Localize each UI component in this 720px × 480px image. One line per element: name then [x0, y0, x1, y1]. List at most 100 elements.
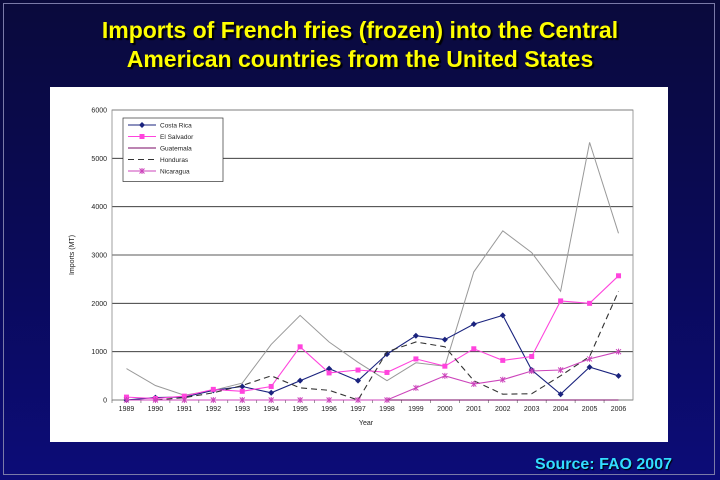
point-marker: [470, 321, 477, 328]
x-tick-label: 1992: [206, 406, 222, 413]
point-marker: [268, 389, 275, 396]
y-tick-label: 0: [103, 398, 107, 405]
legend-label: Guatemala: [160, 146, 192, 153]
slide-title: Imports of French fries (frozen) into th…: [0, 16, 720, 74]
x-tick-label: 2006: [611, 406, 627, 413]
series-line: [126, 351, 619, 401]
point-marker: [139, 168, 145, 174]
legend-item: Guatemala: [128, 146, 192, 153]
x-tick-label: 1990: [148, 406, 164, 413]
point-marker: [210, 397, 217, 403]
source-caption: Source: FAO 2007: [535, 456, 672, 473]
point-marker: [586, 364, 593, 371]
point-marker: [616, 273, 622, 279]
x-tick-label: 1996: [321, 406, 337, 413]
point-marker: [528, 368, 535, 374]
point-marker: [500, 357, 506, 363]
point-marker: [557, 391, 564, 398]
y-tick-label: 3000: [91, 253, 107, 260]
series-line: [126, 291, 620, 401]
point-marker: [558, 298, 564, 304]
point-marker: [384, 397, 390, 403]
point-marker: [383, 351, 390, 358]
point-marker: [239, 397, 246, 403]
point-marker: [297, 397, 303, 403]
point-marker: [181, 397, 188, 403]
legend-label: Nicaragua: [160, 169, 190, 176]
point-marker: [413, 384, 419, 391]
legend-item: El Salvador: [128, 134, 194, 141]
point-marker: [529, 354, 535, 359]
x-tick-label: 2003: [524, 406, 540, 413]
series-line: [126, 314, 619, 401]
x-tick-label: 1993: [234, 406, 250, 413]
legend-item: Nicaragua: [128, 168, 190, 176]
point-marker: [413, 356, 419, 362]
point-marker: [181, 393, 187, 399]
y-tick-label: 2000: [91, 301, 107, 308]
y-tick-label: 1000: [91, 349, 107, 356]
x-tick-label: 1991: [177, 406, 193, 413]
x-tick-label: 1994: [263, 406, 279, 413]
legend-item: Honduras: [128, 157, 189, 164]
point-marker: [297, 377, 304, 384]
point-marker: [412, 332, 419, 339]
point-marker: [326, 370, 332, 376]
point-marker: [499, 376, 506, 383]
point-marker: [441, 336, 448, 343]
slide-border: [3, 3, 715, 475]
title-line-1: Imports of French fries (frozen) into th…: [101, 17, 619, 43]
y-tick-label: 4000: [91, 204, 107, 211]
title-line-2: American countries from the United State…: [126, 46, 594, 72]
point-marker: [268, 383, 274, 389]
x-tick-label: 1989: [119, 406, 135, 413]
point-marker: [442, 363, 448, 369]
point-marker: [268, 397, 275, 403]
x-tick-label: 2001: [466, 406, 482, 413]
y-axis-label: Imports (MT): [69, 235, 76, 275]
x-tick-label: 1998: [379, 406, 395, 413]
series-honduras: [126, 291, 620, 401]
y-tick-label: 6000: [91, 108, 107, 115]
legend: Costa Rica El Salvador Guatemala Honduras Ni…: [122, 117, 224, 182]
point-marker: [470, 381, 477, 388]
legend-label: Costa Rica: [160, 123, 192, 130]
point-marker: [442, 372, 448, 379]
x-tick-label: 2005: [582, 406, 598, 413]
point-marker: [499, 312, 506, 319]
series-nicaragua: [123, 348, 622, 403]
point-marker: [152, 397, 159, 403]
y-tick-label: 5000: [91, 156, 107, 163]
x-tick-label: 2004: [553, 406, 569, 413]
point-marker: [297, 344, 303, 350]
series-costa-rica: [123, 312, 622, 403]
point-marker: [587, 300, 593, 306]
legend-label: Honduras: [160, 157, 189, 164]
point-marker: [210, 386, 216, 392]
point-marker: [355, 377, 362, 384]
point-marker: [586, 355, 593, 362]
point-marker: [326, 365, 333, 372]
x-tick-label: 1995: [292, 406, 308, 413]
point-marker: [471, 346, 477, 352]
chart-panel: 0 1000 2000 3000 4000 5000 6000 1989 1990 1991 19…: [50, 87, 668, 442]
x-tick-label: 2002: [495, 406, 511, 413]
x-tick-labels: 1989 1990 1991 1992 1993 1994 1995 1996 1997 1998…: [119, 406, 627, 413]
point-marker: [615, 372, 622, 379]
series-group: [123, 142, 622, 403]
x-axis-label: Year: [359, 420, 374, 427]
x-tick-label: 1999: [408, 406, 424, 413]
point-marker: [139, 122, 145, 128]
x-tick-label: 1997: [350, 406, 366, 413]
y-tick-labels: 0 1000 2000 3000 4000 5000 6000: [91, 108, 107, 405]
legend-label: El Salvador: [160, 134, 194, 141]
point-marker: [615, 348, 622, 355]
legend-item: Costa Rica: [128, 122, 192, 130]
point-marker: [384, 369, 390, 375]
point-marker: [139, 134, 145, 139]
series-line: [126, 275, 619, 400]
point-marker: [326, 397, 332, 403]
point-marker: [355, 397, 361, 403]
point-marker: [123, 397, 130, 403]
